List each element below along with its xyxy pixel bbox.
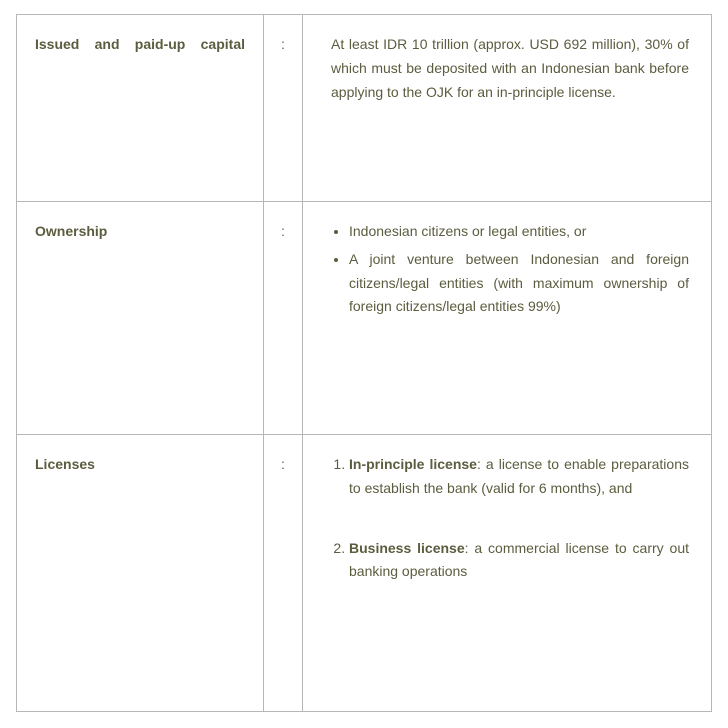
table-wrapper: Issued and paid-up capital : At least ID… xyxy=(0,0,728,728)
row-value: At least IDR 10 trillion (approx. USD 69… xyxy=(303,15,712,202)
list-item: In-principle license: a license to enabl… xyxy=(349,453,689,501)
row-value: In-principle license: a license to enabl… xyxy=(303,435,712,712)
row-colon: : xyxy=(264,435,303,712)
table-row: Issued and paid-up capital : At least ID… xyxy=(17,15,712,202)
list-item: Business license: a commercial license t… xyxy=(349,537,689,585)
row-colon: : xyxy=(264,202,303,435)
value-paragraph: At least IDR 10 trillion (approx. USD 69… xyxy=(331,36,689,100)
list-item: A joint venture between Indonesian and f… xyxy=(349,248,689,319)
row-label: Issued and paid-up capital xyxy=(17,15,264,202)
row-label: Licenses xyxy=(17,435,264,712)
row-colon: : xyxy=(264,15,303,202)
item-title: Business license xyxy=(349,540,465,556)
list-item: Indonesian citizens or legal entities, o… xyxy=(349,220,689,244)
item-title: In-principle license xyxy=(349,456,477,472)
row-label: Ownership xyxy=(17,202,264,435)
table-row: Ownership : Indonesian citizens or legal… xyxy=(17,202,712,435)
table-row: Licenses : In-principle license: a licen… xyxy=(17,435,712,712)
value-numbered: In-principle license: a license to enabl… xyxy=(345,453,689,584)
row-value: Indonesian citizens or legal entities, o… xyxy=(303,202,712,435)
value-bullets: Indonesian citizens or legal entities, o… xyxy=(345,220,689,319)
requirements-table: Issued and paid-up capital : At least ID… xyxy=(16,14,712,712)
